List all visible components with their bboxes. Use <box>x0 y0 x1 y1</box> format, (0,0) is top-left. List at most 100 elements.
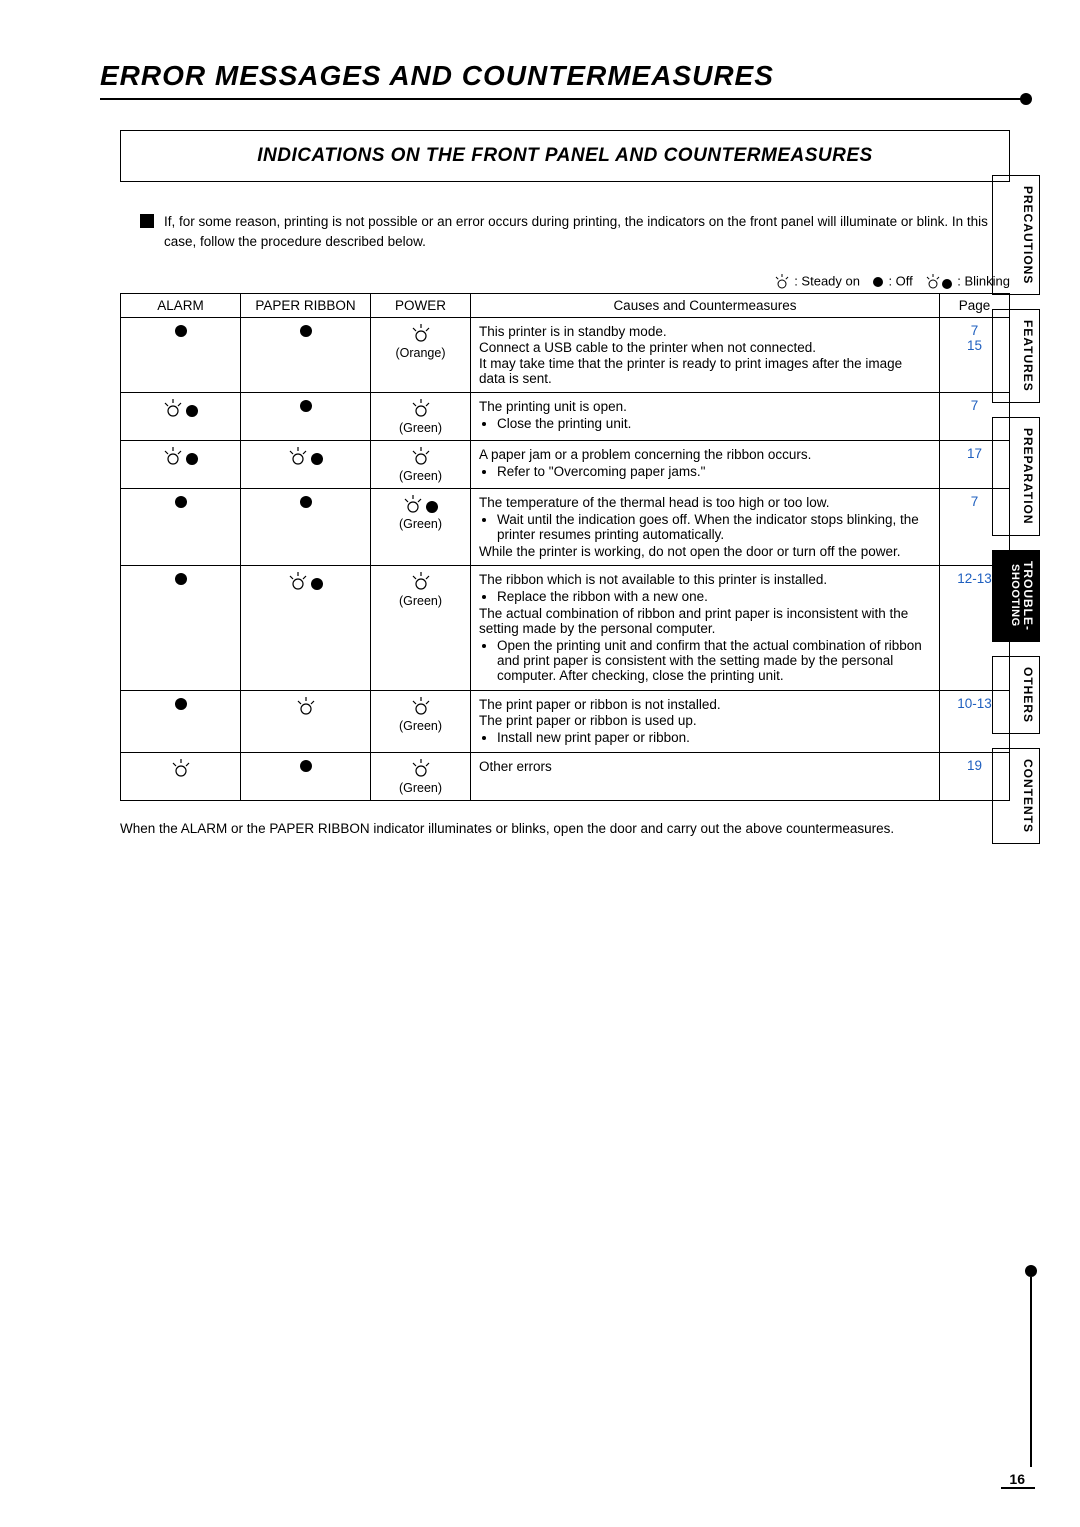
table-row: (Green) The ribbon which is not available… <box>121 565 1010 690</box>
power-cell: (Green) <box>371 440 471 488</box>
steady-icon <box>410 696 432 718</box>
th-causes: Causes and Countermeasures <box>471 293 940 317</box>
page-ref-link[interactable]: 7 <box>971 323 979 338</box>
alarm-cell <box>121 488 241 565</box>
page-title-text: ERROR MESSAGES AND COUNTERMEASURES <box>100 60 774 91</box>
power-color-label: (Green) <box>399 594 442 608</box>
cause-cell: The printing unit is open.Close the prin… <box>471 392 940 440</box>
cause-cell: Other errors <box>471 752 940 800</box>
table-row: (Green) The temperature of the thermal he… <box>121 488 1010 565</box>
off-icon <box>173 494 189 510</box>
power-color-label: (Green) <box>399 517 442 531</box>
side-tab[interactable]: OTHERS <box>992 656 1040 734</box>
paper-ribbon-cell <box>241 317 371 392</box>
cause-cell: The print paper or ribbon is not install… <box>471 690 940 752</box>
steady-icon <box>410 446 432 468</box>
power-color-label: (Green) <box>399 781 442 795</box>
page-ref-link[interactable]: 10-13 <box>957 696 992 711</box>
paper-ribbon-cell <box>241 690 371 752</box>
blinking-icon <box>402 494 440 516</box>
page-ref-link[interactable]: 7 <box>971 398 979 413</box>
off-icon <box>173 696 189 712</box>
legend-off: : Off <box>888 273 912 288</box>
tab-label: PREPARATION <box>1021 428 1035 525</box>
steady-icon <box>410 571 432 593</box>
steady-icon <box>410 758 432 780</box>
table-row: (Green) Other errors 19 <box>121 752 1010 800</box>
th-power: POWER <box>371 293 471 317</box>
power-cell: (Green) <box>371 565 471 690</box>
table-row: (Green)The printing unit is open.Close t… <box>121 392 1010 440</box>
tab-label: CONTENTS <box>1021 759 1035 833</box>
legend-steady: : Steady on <box>794 273 860 288</box>
off-icon <box>871 275 885 289</box>
side-tab[interactable]: PREPARATION <box>992 417 1040 536</box>
section-heading: INDICATIONS ON THE FRONT PANEL AND COUNT… <box>120 130 1010 182</box>
th-alarm: ALARM <box>121 293 241 317</box>
side-tabs: PRECAUTIONS FEATURES PREPARATION TROUBLE-SH… <box>992 175 1040 844</box>
blinking-icon <box>162 446 200 468</box>
side-tab[interactable]: PRECAUTIONS <box>992 175 1040 295</box>
intro-paragraph: If, for some reason, printing is not pos… <box>140 212 1010 253</box>
side-tab[interactable]: TROUBLE-SHOOTING <box>992 550 1040 642</box>
side-tab[interactable]: CONTENTS <box>992 748 1040 844</box>
off-icon <box>173 571 189 587</box>
alarm-cell <box>121 392 241 440</box>
paper-ribbon-cell <box>241 752 371 800</box>
indicator-table: ALARM PAPER RIBBON POWER Causes and Coun… <box>120 293 1010 801</box>
cause-cell: The temperature of the thermal head is t… <box>471 488 940 565</box>
page-number: 16 <box>1009 1471 1025 1487</box>
page-ref-link[interactable]: 12-13 <box>957 571 992 586</box>
tab-label: FEATURES <box>1021 320 1035 392</box>
page-ref-link[interactable]: 17 <box>967 446 982 461</box>
tab-label: OTHERS <box>1021 667 1035 723</box>
tab-sublabel: SHOOTING <box>1009 561 1021 631</box>
steady-icon <box>773 273 791 291</box>
power-color-label: (Green) <box>399 719 442 733</box>
pageno-bar-icon <box>1001 1487 1035 1489</box>
power-color-label: (Green) <box>399 469 442 483</box>
th-paper: PAPER RIBBON <box>241 293 371 317</box>
alarm-cell <box>121 752 241 800</box>
off-icon <box>173 323 189 339</box>
page-title: ERROR MESSAGES AND COUNTERMEASURES <box>100 60 1030 100</box>
bullet-square-icon <box>140 214 154 228</box>
blinking-icon <box>924 273 954 291</box>
blinking-icon <box>287 446 325 468</box>
page-ref-link[interactable]: 7 <box>971 494 979 509</box>
steady-icon <box>170 758 192 780</box>
section-heading-text: INDICATIONS ON THE FRONT PANEL AND COUNT… <box>257 145 872 166</box>
legend: : Steady on : Off : Blinking <box>100 273 1010 291</box>
table-row: (Orange) This printer is in standby mode.… <box>121 317 1010 392</box>
page-ref-link[interactable]: 19 <box>967 758 982 773</box>
blinking-icon <box>287 571 325 593</box>
paper-ribbon-cell <box>241 440 371 488</box>
cause-cell: A paper jam or a problem concerning the … <box>471 440 940 488</box>
alarm-cell <box>121 440 241 488</box>
steady-icon <box>410 398 432 420</box>
cause-cell: This printer is in standby mode.Connect … <box>471 317 940 392</box>
power-cell: (Green) <box>371 392 471 440</box>
pageno-line-icon <box>1030 1277 1032 1467</box>
tab-label: TROUBLE- <box>1021 561 1035 631</box>
power-cell: (Green) <box>371 488 471 565</box>
off-icon <box>298 494 314 510</box>
off-icon <box>298 398 314 414</box>
steady-icon <box>295 696 317 718</box>
paper-ribbon-cell <box>241 392 371 440</box>
cause-cell: The ribbon which is not available to thi… <box>471 565 940 690</box>
power-color-label: (Orange) <box>395 346 445 360</box>
alarm-cell <box>121 690 241 752</box>
blinking-icon <box>162 398 200 420</box>
intro-text: If, for some reason, printing is not pos… <box>164 212 1010 253</box>
table-row: (Green) The print paper or ribbon is not … <box>121 690 1010 752</box>
tab-label: PRECAUTIONS <box>1021 186 1035 284</box>
alarm-cell <box>121 317 241 392</box>
paper-ribbon-cell <box>241 565 371 690</box>
steady-icon <box>410 323 432 345</box>
side-tab[interactable]: FEATURES <box>992 309 1040 403</box>
power-cell: (Green) <box>371 752 471 800</box>
off-icon <box>298 323 314 339</box>
table-header-row: ALARM PAPER RIBBON POWER Causes and Coun… <box>121 293 1010 317</box>
page-ref-link[interactable]: 15 <box>967 338 982 353</box>
